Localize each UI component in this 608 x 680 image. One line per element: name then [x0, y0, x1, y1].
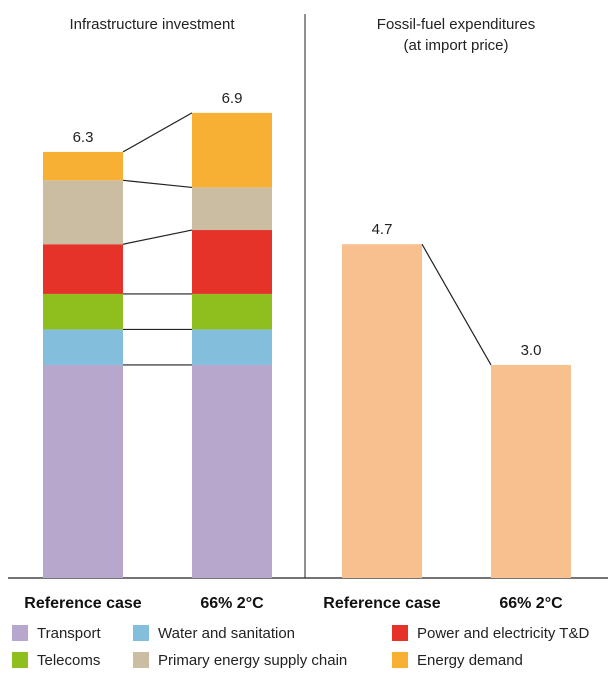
legend-swatch-2	[133, 625, 149, 641]
infra-segment-2-6	[192, 112, 272, 188]
legend-label-3: Power and electricity T&D	[417, 625, 589, 642]
infra-connector-5	[122, 179, 193, 189]
infra-segment-2-4	[192, 230, 272, 294]
infra-segment-2-5	[192, 187, 272, 231]
fossil-category-label-1: Reference case	[323, 595, 441, 612]
fossil-bar-1	[342, 244, 422, 579]
infra-segment-2-1	[192, 364, 272, 578]
panel-title-fossil-line-1: Fossil-fuel expenditures	[377, 16, 535, 33]
legend-label-1: Transport	[37, 625, 101, 642]
infra-segment-1-2	[43, 329, 123, 365]
infra-segment-1-5	[43, 180, 123, 245]
infra-segment-2-3	[192, 293, 272, 330]
infra-segment-1-6	[43, 151, 123, 181]
panel-title-infrastructure: Infrastructure investment	[69, 16, 235, 33]
legend-swatch-1	[12, 625, 28, 641]
infrastructure-bars: 6.3 Reference case 6.9 66% 2°C	[24, 90, 272, 612]
fossil-connector	[421, 243, 492, 366]
legend: Transport Water and sanitation Power and e…	[12, 625, 589, 669]
legend-swatch-6	[392, 652, 408, 668]
fossil-bar-2	[491, 364, 571, 578]
legend-label-6: Energy demand	[417, 652, 523, 669]
fossil-value-label-1: 4.7	[372, 221, 393, 238]
infra-category-label-2: 66% 2°C	[200, 595, 264, 612]
fossil-value-label-2: 3.0	[521, 342, 542, 359]
legend-label-4: Telecoms	[37, 652, 100, 669]
infra-connector-4	[122, 229, 193, 245]
infra-total-label-2: 6.9	[222, 90, 243, 107]
fossil-bars: 4.7 Reference case 3.0 66% 2°C	[323, 221, 571, 612]
infra-category-label-1: Reference case	[24, 595, 142, 612]
infra-total-label-1: 6.3	[73, 129, 94, 146]
legend-label-5: Primary energy supply chain	[158, 652, 347, 669]
legend-swatch-4	[12, 652, 28, 668]
fossil-category-label-2: 66% 2°C	[499, 595, 563, 612]
panel-title-fossil-line-2: (at import price)	[403, 37, 508, 54]
infra-segment-1-3	[43, 293, 123, 330]
infra-segment-2-2	[192, 329, 272, 365]
legend-swatch-3	[392, 625, 408, 641]
infra-segment-1-4	[43, 244, 123, 294]
legend-label-2: Water and sanitation	[158, 625, 295, 642]
infra-connector-6	[122, 112, 193, 153]
infra-segment-1-1	[43, 364, 123, 578]
legend-swatch-5	[133, 652, 149, 668]
